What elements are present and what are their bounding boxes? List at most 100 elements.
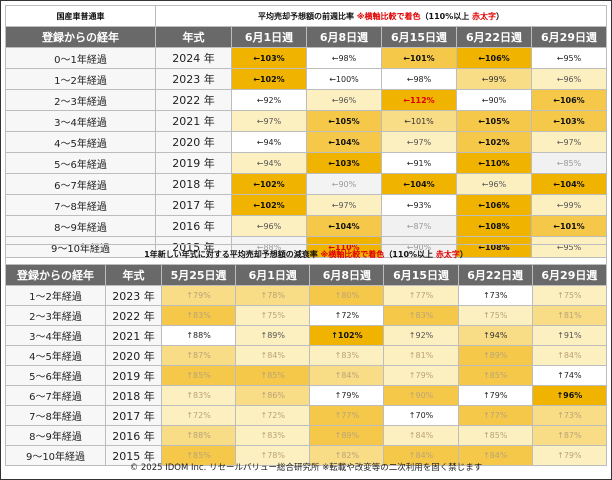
ratio-cell: ←104%	[381, 173, 457, 195]
row-year-label: 2016 年	[105, 425, 162, 446]
ratio-cell: ↑96%	[531, 385, 608, 406]
column-header-year: 年式	[155, 26, 232, 48]
ratio-cell: ←101%	[381, 110, 457, 132]
table1-title: 平均売却予想額の前週比率 ※横軸比較で着色（110%以上 赤太字）	[155, 5, 607, 27]
ratio-cell: ↑89%	[457, 345, 533, 366]
ratio-cell: ↑79%	[531, 445, 608, 466]
ratio-cell: ↑79%	[160, 285, 237, 306]
ratio-cell: ↑84%	[383, 425, 459, 446]
row-age-label: 7～8年経過	[5, 194, 156, 216]
ratio-cell: ↑84%	[531, 345, 608, 366]
ratio-cell: ↑83%	[235, 425, 311, 446]
ratio-cell: ←104%	[531, 173, 607, 195]
row-year-label: 2018 年	[105, 385, 162, 406]
table-row: 4～5年経過 2020 年 ←94% ←104% ←97% ←102% ←97%	[5, 131, 607, 153]
ratio-cell: ←97%	[231, 110, 307, 132]
column-header-week: 6月1日週	[235, 264, 311, 286]
ratio-cell: ←87%	[381, 215, 457, 237]
row-age-label: 5～6年経過	[5, 365, 106, 386]
ratio-cell: ←106%	[456, 47, 532, 69]
column-header-year: 年式	[105, 264, 162, 286]
ratio-cell: ↑78%	[235, 445, 311, 466]
column-header-week: 6月22日週	[457, 264, 533, 286]
row-year-label: 2016 年	[155, 215, 232, 237]
ratio-cell: ←97%	[531, 131, 607, 153]
ratio-cell: ↑89%	[309, 425, 385, 446]
row-age-label: 6～7年経過	[5, 385, 106, 406]
ratio-cell: ←97%	[381, 131, 457, 153]
ratio-cell: ↑73%	[531, 405, 608, 426]
ratio-cell: ↑86%	[235, 385, 311, 406]
decay-rate-table: 1年新しい年式に対する平均売却予想額の減衰率 ※横軸比較で着色（110%以上 赤…	[5, 244, 608, 466]
ratio-cell: ↑85%	[160, 445, 237, 466]
ratio-cell: ←108%	[456, 215, 532, 237]
table-row: 6～7年経過 2018 年 ↑83% ↑86% ↑79% ↑90% ↑79% ↑96%	[5, 385, 608, 406]
row-year-label: 2022 年	[105, 305, 162, 326]
row-age-label: 6～7年経過	[5, 173, 156, 195]
ratio-cell: ↑77%	[309, 405, 385, 426]
row-age-label: 8～9年経過	[5, 215, 156, 237]
column-header-week: 6月29日週	[531, 264, 608, 286]
ratio-cell: ←94%	[231, 131, 307, 153]
table-row: 3～4年経過 2021 年 ↑88% ↑89% ↑102% ↑92% ↑94% ↑91%	[5, 325, 608, 346]
ratio-cell: ←85%	[531, 152, 607, 174]
ratio-cell: ↑70%	[383, 405, 459, 426]
ratio-cell: ↑72%	[160, 405, 237, 426]
column-header-age: 登録からの経年	[5, 26, 156, 48]
column-header-week: 6月1日週	[231, 26, 307, 48]
row-age-label: 9～10年経過	[5, 445, 106, 466]
ratio-cell: ←94%	[231, 152, 307, 174]
ratio-cell: ↑79%	[309, 385, 385, 406]
ratio-cell: ←96%	[306, 89, 382, 111]
ratio-cell: ←105%	[456, 110, 532, 132]
ratio-cell: ←96%	[531, 68, 607, 90]
ratio-cell: ↑84%	[235, 345, 311, 366]
row-age-label: 5～6年経過	[5, 152, 156, 174]
table-row: 2～3年経過 2022 年 ←92% ←96% ←112% ←90% ←106%	[5, 89, 607, 111]
row-age-label: 7～8年経過	[5, 405, 106, 426]
column-header-age: 登録からの経年	[5, 264, 106, 286]
ratio-cell: ←96%	[456, 173, 532, 195]
row-age-label: 2～3年経過	[5, 89, 156, 111]
row-age-label: 3～4年経過	[5, 325, 106, 346]
row-year-label: 2015 年	[105, 445, 162, 466]
ratio-cell: ↑84%	[457, 445, 533, 466]
row-year-label: 2019 年	[105, 365, 162, 386]
column-header-week: 6月15日週	[383, 264, 459, 286]
ratio-cell: ←102%	[231, 173, 307, 195]
ratio-cell: ↑82%	[309, 445, 385, 466]
weekly-ratio-table: 国産車普通車 平均売却予想額の前週比率 ※横軸比較で着色（110%以上 赤太字）…	[5, 5, 607, 258]
ratio-cell: ↑83%	[309, 345, 385, 366]
ratio-cell: ←103%	[531, 110, 607, 132]
row-year-label: 2020 年	[105, 345, 162, 366]
row-year-label: 2018 年	[155, 173, 232, 195]
ratio-cell: ↑74%	[531, 365, 608, 386]
copyright-footer: © 2025 IDOM Inc. リセールバリュー総合研究所 ※転載や改変等の二…	[129, 463, 483, 473]
ratio-cell: ↑79%	[457, 385, 533, 406]
ratio-cell: ↑102%	[309, 325, 385, 346]
ratio-cell: ↑73%	[457, 285, 533, 306]
ratio-cell: ↑72%	[235, 405, 311, 426]
row-age-label: 3～4年経過	[5, 110, 156, 132]
table-row: 9～10年経過 2015 年 ↑85% ↑78% ↑82% ↑84% ↑84% ↑79%	[5, 445, 608, 466]
ratio-cell: ←90%	[306, 173, 382, 195]
ratio-cell: ↑83%	[160, 305, 237, 326]
ratio-cell: ↑83%	[383, 305, 459, 326]
ratio-cell: ↑83%	[160, 385, 237, 406]
ratio-cell: ←99%	[456, 68, 532, 90]
ratio-cell: ←101%	[381, 47, 457, 69]
ratio-cell: ↑92%	[383, 325, 459, 346]
table2-title: 1年新しい年式に対する平均売却予想額の減衰率 ※横軸比較で着色（110%以上 赤…	[5, 244, 607, 265]
table-row: 5～6年経過 2019 年 ↑85% ↑85% ↑84% ↑79% ↑85% ↑74%	[5, 365, 608, 386]
ratio-cell: ↑75%	[531, 285, 608, 306]
row-year-label: 2024 年	[155, 47, 232, 69]
row-year-label: 2019 年	[155, 152, 232, 174]
column-header-week: 6月22日週	[456, 26, 532, 48]
ratio-cell: ←105%	[306, 110, 382, 132]
ratio-cell: ←91%	[381, 152, 457, 174]
ratio-cell: ←98%	[381, 68, 457, 90]
ratio-cell: ←112%	[381, 89, 457, 111]
ratio-cell: ↑85%	[235, 365, 311, 386]
ratio-cell: ↑79%	[383, 365, 459, 386]
ratio-cell: ↑94%	[457, 325, 533, 346]
